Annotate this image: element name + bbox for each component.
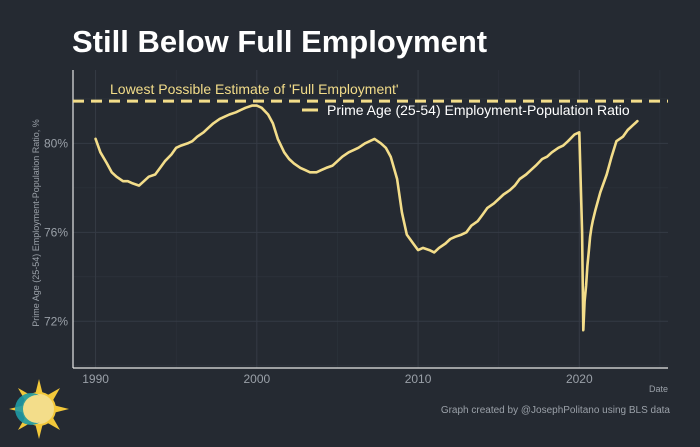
- y-tick-label: 76%: [44, 225, 68, 239]
- series-line: [94, 104, 639, 332]
- sun-logo-icon: [9, 379, 69, 439]
- series-group: [94, 104, 639, 332]
- legend-label: Prime Age (25-54) Employment-Population …: [327, 102, 630, 118]
- legend: Prime Age (25-54) Employment-Population …: [302, 102, 630, 118]
- y-axis-title: Prime Age (25-54) Employment-Population …: [31, 119, 41, 327]
- x-tick-label: 2020: [566, 372, 593, 386]
- axes: [72, 70, 668, 369]
- y-tick-label: 80%: [44, 136, 68, 150]
- reference-line-label: Lowest Possible Estimate of 'Full Employ…: [110, 81, 399, 97]
- chart-title: Still Below Full Employment: [72, 24, 488, 59]
- tick-labels: 1990 2000 2010 2020 72% 76% 80%: [44, 136, 593, 386]
- x-tick-label: 1990: [82, 372, 109, 386]
- y-tick-label: 72%: [44, 314, 68, 328]
- reference-line: Lowest Possible Estimate of 'Full Employ…: [73, 81, 668, 103]
- grid-lines: [73, 70, 668, 368]
- x-axis-title: Date: [649, 384, 668, 394]
- x-tick-label: 2010: [405, 372, 432, 386]
- x-tick-label: 2000: [243, 372, 270, 386]
- credit-text: Graph created by @JosephPolitano using B…: [440, 405, 670, 416]
